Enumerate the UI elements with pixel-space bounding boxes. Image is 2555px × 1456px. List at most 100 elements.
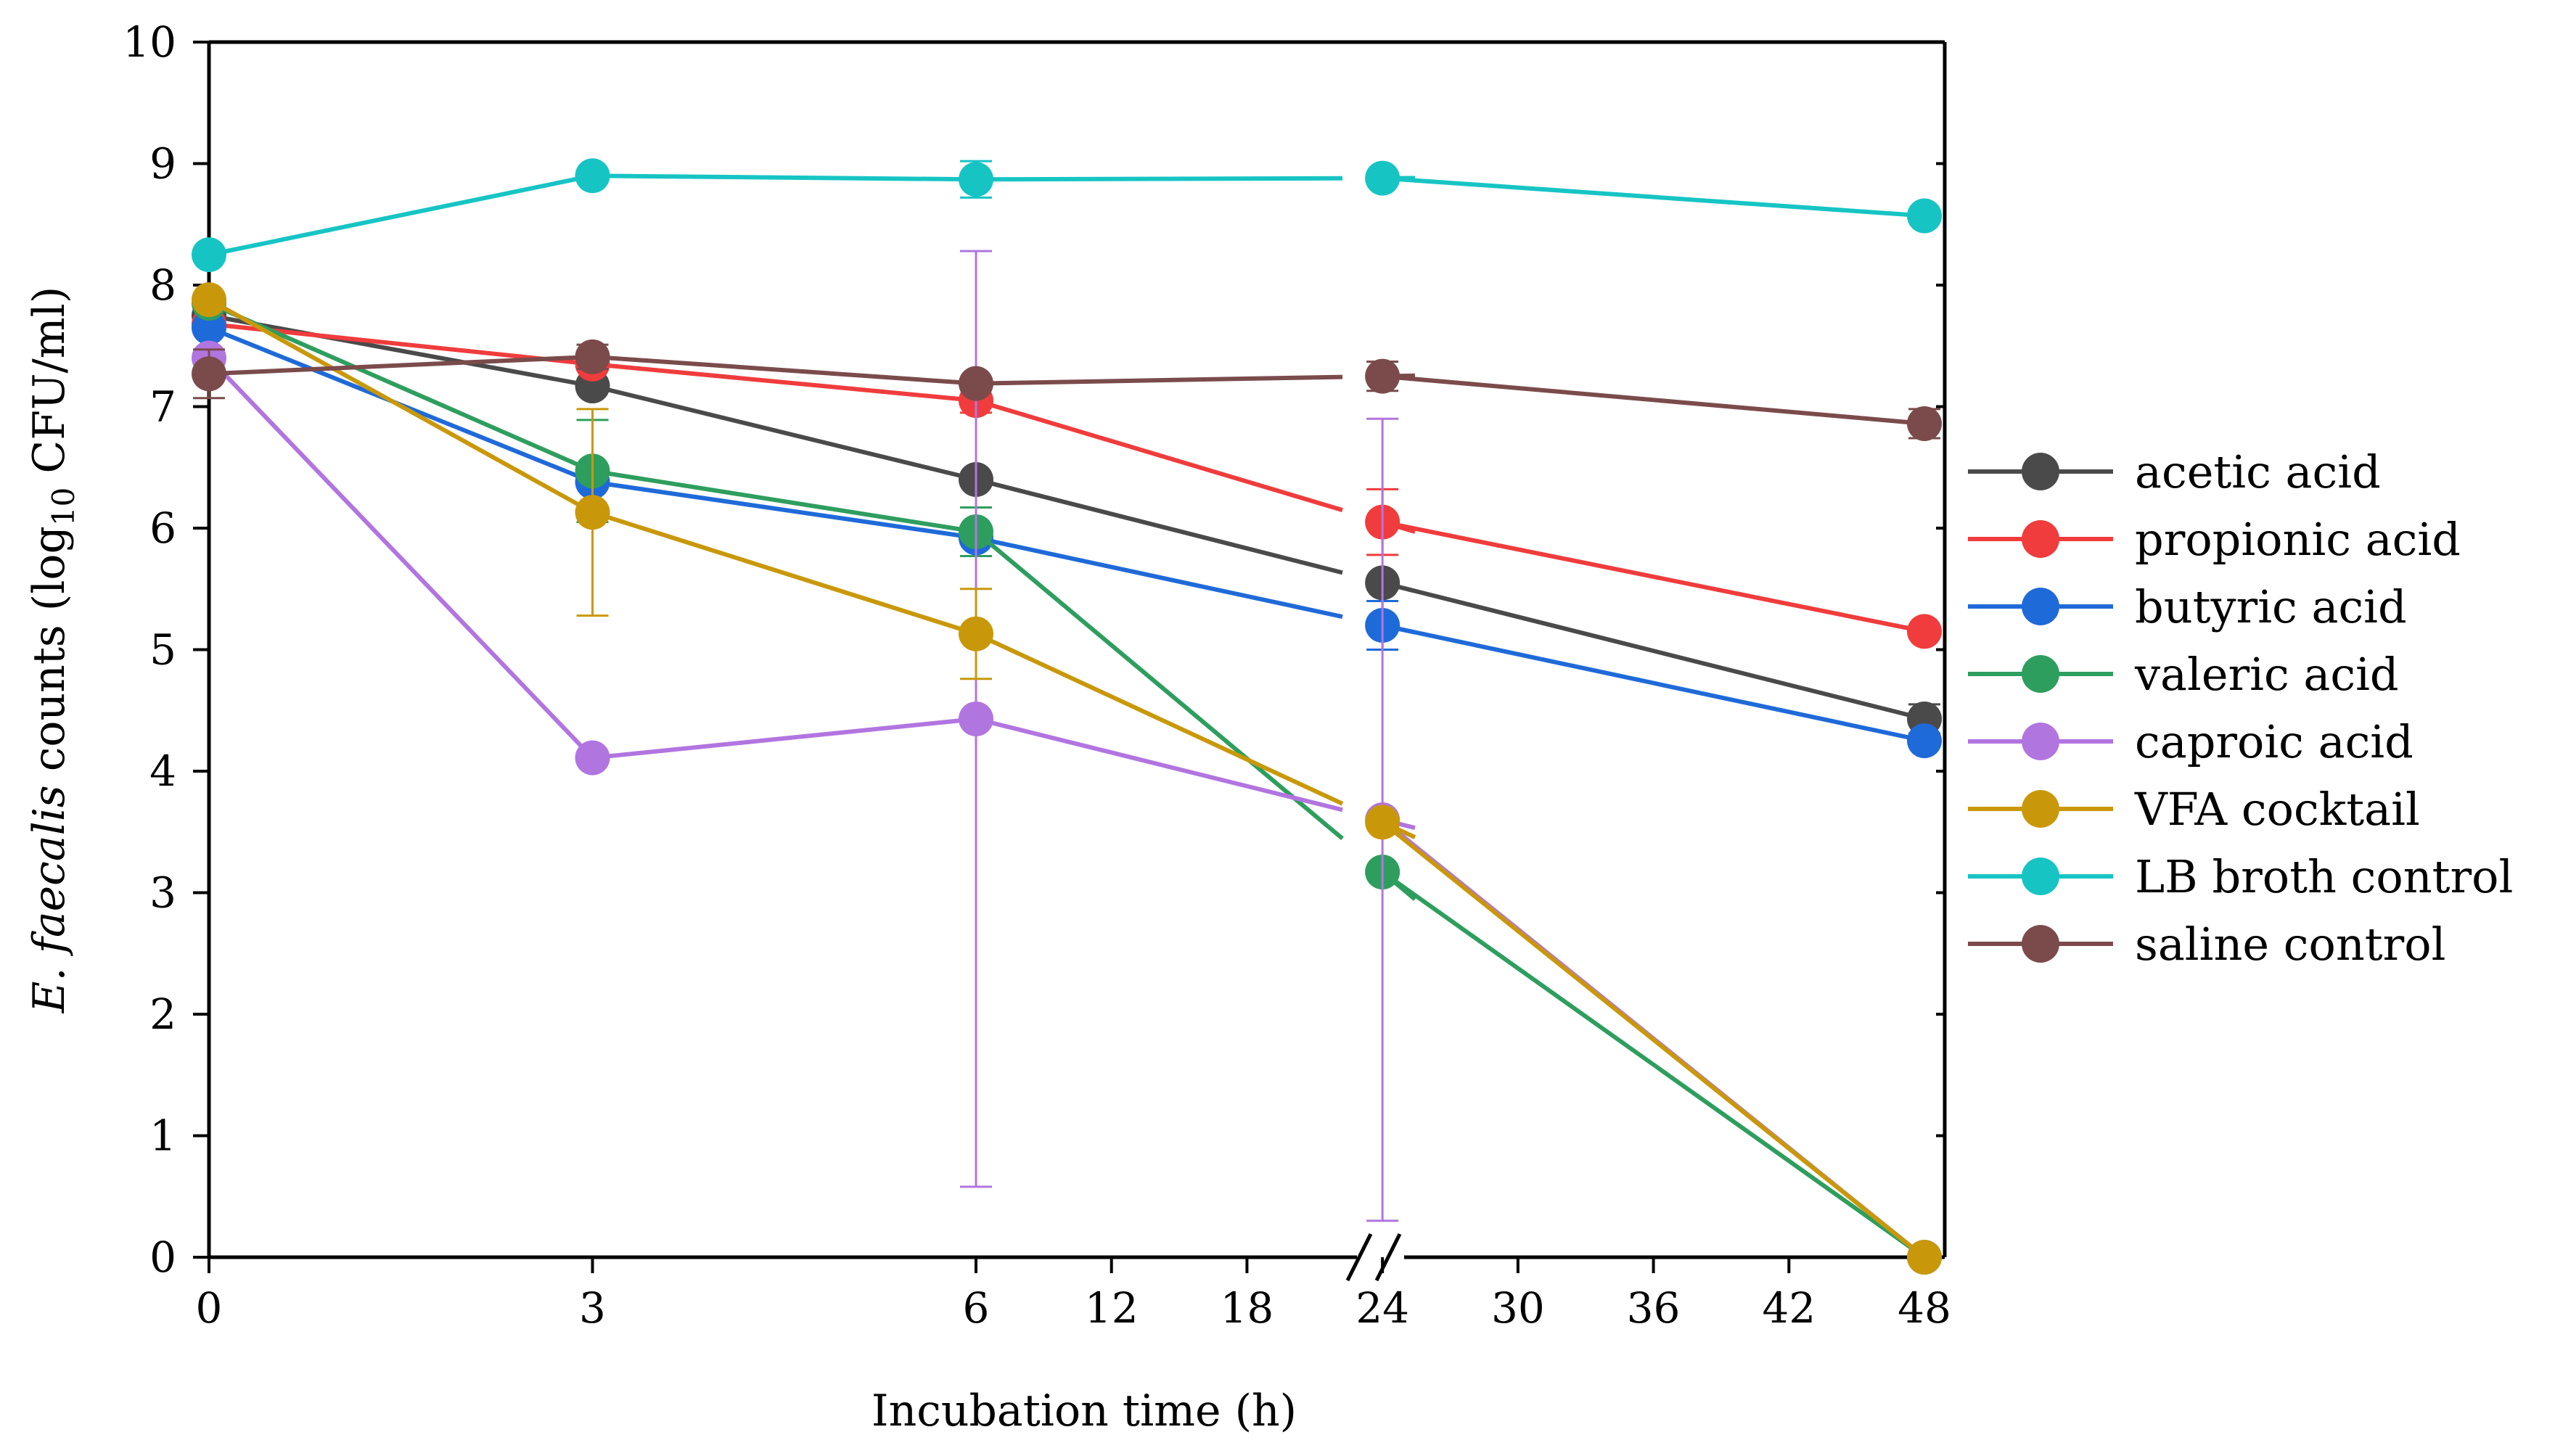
y-axis-title-unit: CFU/ml) bbox=[24, 287, 75, 488]
x-tick-label: 18 bbox=[1221, 1283, 1274, 1333]
x-tick-label: 24 bbox=[1356, 1283, 1409, 1333]
legend-marker bbox=[2022, 655, 2059, 693]
legend-marker bbox=[2022, 520, 2059, 558]
legend-label: acetic acid bbox=[2135, 445, 2381, 498]
y-tick-label: 0 bbox=[149, 1233, 176, 1282]
legend-marker bbox=[2022, 588, 2059, 625]
axis-break-mark bbox=[1345, 1233, 1373, 1282]
y-tick-label: 7 bbox=[149, 382, 176, 432]
series-line bbox=[975, 477, 1343, 575]
series-line bbox=[208, 313, 594, 388]
legend-label: LB broth control bbox=[2135, 850, 2513, 903]
y-axis-title-subscript: 10 bbox=[46, 488, 81, 526]
data-point bbox=[1907, 406, 1942, 441]
y-axis-title-species: E. faecalis bbox=[24, 785, 75, 1013]
series-line bbox=[208, 301, 594, 474]
y-axis-title-text: counts (log bbox=[24, 526, 75, 785]
series-line bbox=[208, 173, 594, 258]
data-point bbox=[1907, 1240, 1942, 1275]
series-line bbox=[975, 374, 1343, 386]
legend-item: VFA cocktail bbox=[1968, 783, 2420, 836]
series-lb-broth-control bbox=[192, 158, 1942, 273]
data-point bbox=[1907, 198, 1942, 234]
y-tick-label: 4 bbox=[149, 746, 176, 796]
series-vfa-cocktail bbox=[192, 282, 1942, 1275]
legend-marker bbox=[2022, 790, 2059, 828]
series-line bbox=[975, 632, 1344, 806]
series-line bbox=[591, 384, 977, 482]
series-line bbox=[1382, 176, 1925, 218]
series-line bbox=[1382, 580, 1925, 721]
y-tick-label: 3 bbox=[149, 868, 176, 918]
series-line bbox=[975, 398, 1343, 513]
series-line bbox=[592, 480, 977, 540]
series-line bbox=[592, 354, 977, 386]
series-line bbox=[208, 297, 594, 514]
series-line bbox=[591, 510, 977, 636]
series-caproic-acid bbox=[192, 250, 1942, 1275]
x-tick-label: 36 bbox=[1627, 1283, 1681, 1333]
data-point bbox=[1907, 614, 1942, 649]
series-line bbox=[975, 535, 1343, 620]
data-point bbox=[959, 366, 993, 401]
y-axis-title: E. faecalis counts (log10 CFU/ml) bbox=[24, 287, 81, 1014]
x-tick-label: 6 bbox=[963, 1283, 990, 1333]
legend: acetic acid propionic acid butyric acid val… bbox=[1968, 445, 2513, 971]
legend-item: caproic acid bbox=[1968, 715, 2413, 768]
legend-item: saline control bbox=[1968, 918, 2445, 971]
data-point bbox=[1365, 160, 1400, 196]
series-line bbox=[207, 356, 594, 760]
axis-break-mark bbox=[1374, 1233, 1402, 1282]
series-line bbox=[1382, 519, 1925, 634]
data-point bbox=[1365, 358, 1400, 394]
y-tick-label: 9 bbox=[149, 139, 176, 189]
legend-label: saline control bbox=[2135, 918, 2445, 971]
legend-label: VFA cocktail bbox=[2134, 783, 2420, 836]
data-point bbox=[1907, 723, 1942, 759]
series-line bbox=[592, 469, 977, 534]
series-line bbox=[975, 176, 1343, 182]
x-axis-title: Incubation time (h) bbox=[872, 1386, 1297, 1436]
series-propionic-acid bbox=[192, 306, 1942, 649]
data-point bbox=[959, 162, 993, 197]
y-tick-label: 6 bbox=[149, 503, 176, 553]
series-line bbox=[975, 530, 1344, 841]
data-point bbox=[575, 339, 610, 374]
legend-label: valeric acid bbox=[2134, 648, 2399, 701]
legend-label: butyric acid bbox=[2135, 580, 2407, 633]
data-point bbox=[192, 356, 226, 392]
data-point bbox=[959, 701, 993, 736]
data-point bbox=[192, 282, 226, 318]
x-tick-label: 30 bbox=[1491, 1283, 1545, 1333]
series-saline-control bbox=[192, 339, 1942, 441]
legend-marker bbox=[2022, 723, 2059, 760]
x-tick-label: 0 bbox=[196, 1283, 223, 1333]
y-tick-label: 2 bbox=[149, 990, 176, 1039]
data-point bbox=[192, 310, 226, 345]
series-line bbox=[1381, 820, 1926, 1259]
series-line bbox=[592, 716, 977, 760]
y-tick-label: 10 bbox=[123, 17, 176, 67]
legend-item: valeric acid bbox=[1968, 648, 2399, 701]
data-point bbox=[959, 616, 993, 651]
legend-item: propionic acid bbox=[1968, 513, 2461, 566]
y-tick-label: 1 bbox=[149, 1111, 176, 1161]
legend-label: caproic acid bbox=[2135, 715, 2413, 768]
series-line bbox=[208, 354, 593, 377]
x-tick-label: 3 bbox=[579, 1283, 606, 1333]
x-tick-label: 48 bbox=[1898, 1283, 1951, 1333]
legend-item: acetic acid bbox=[1968, 445, 2381, 498]
data-point bbox=[1365, 805, 1400, 840]
x-tick-label: 42 bbox=[1762, 1283, 1816, 1333]
data-point bbox=[575, 495, 610, 530]
legend-item: butyric acid bbox=[1968, 580, 2407, 633]
x-tick-label: 12 bbox=[1085, 1283, 1139, 1333]
data-point bbox=[575, 158, 610, 194]
series-butyric-acid bbox=[192, 310, 1942, 759]
y-tick-label: 5 bbox=[149, 625, 176, 675]
series-line bbox=[592, 173, 977, 182]
legend-label: propionic acid bbox=[2135, 513, 2461, 566]
y-tick-label: 8 bbox=[149, 260, 176, 310]
